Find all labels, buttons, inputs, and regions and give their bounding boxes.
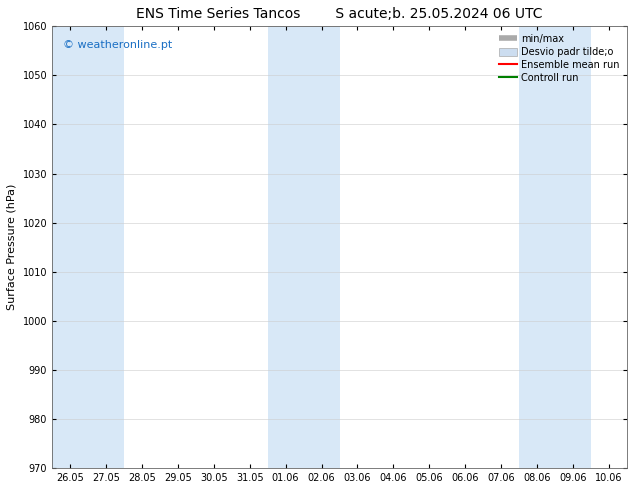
Bar — [88, 26, 124, 468]
Bar — [519, 26, 591, 468]
Legend: min/max, Desvio padr tilde;o, Ensemble mean run, Controll run: min/max, Desvio padr tilde;o, Ensemble m… — [496, 31, 622, 86]
Y-axis label: Surface Pressure (hPa): Surface Pressure (hPa) — [7, 184, 17, 311]
Bar — [52, 26, 88, 468]
Bar — [268, 26, 340, 468]
Text: © weatheronline.pt: © weatheronline.pt — [63, 40, 172, 49]
Title: ENS Time Series Tancos        S acute;b. 25.05.2024 06 UTC: ENS Time Series Tancos S acute;b. 25.05.… — [136, 7, 543, 21]
